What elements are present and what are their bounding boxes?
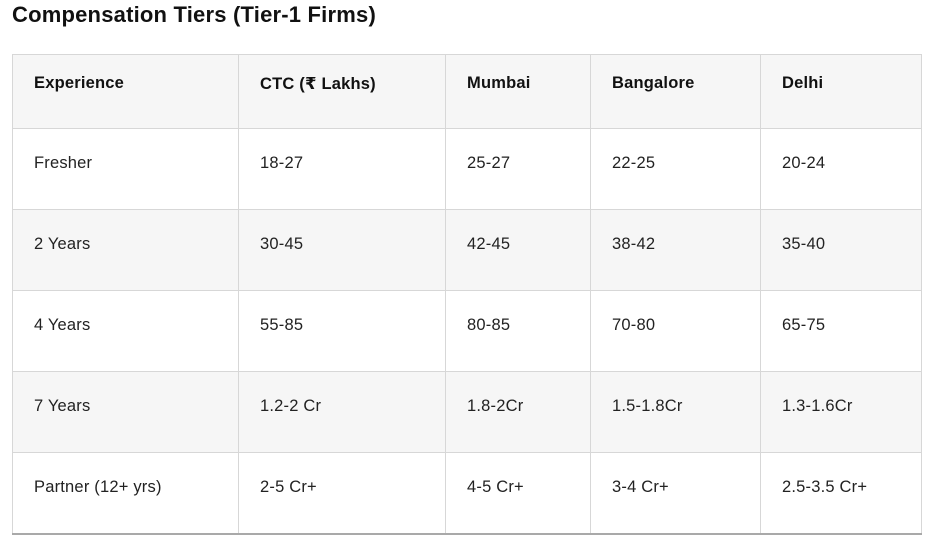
- cell-delhi: 65-75: [760, 290, 922, 372]
- column-header-bangalore: Bangalore: [590, 54, 761, 129]
- cell-mumbai: 42-45: [445, 209, 591, 291]
- cell-mumbai: 80-85: [445, 290, 591, 372]
- cell-ctc: 30-45: [238, 209, 446, 291]
- table-row: Fresher 18-27 25-27 22-25 20-24: [12, 128, 922, 210]
- cell-bangalore: 22-25: [590, 128, 761, 210]
- table-body: Fresher 18-27 25-27 22-25 20-24 2 Years …: [12, 128, 922, 534]
- cell-experience: Fresher: [12, 128, 239, 210]
- page-title: Compensation Tiers (Tier-1 Firms): [12, 2, 376, 27]
- cell-experience: 7 Years: [12, 371, 239, 453]
- cell-bangalore: 70-80: [590, 290, 761, 372]
- cell-experience: 4 Years: [12, 290, 239, 372]
- cell-mumbai: 4-5 Cr+: [445, 452, 591, 534]
- column-header-ctc: CTC (₹ Lakhs): [238, 54, 446, 129]
- cell-ctc: 1.2-2 Cr: [238, 371, 446, 453]
- cell-ctc: 18-27: [238, 128, 446, 210]
- table-row: 7 Years 1.2-2 Cr 1.8-2Cr 1.5-1.8Cr 1.3-1…: [12, 371, 922, 453]
- table-row: Partner (12+ yrs) 2-5 Cr+ 4-5 Cr+ 3-4 Cr…: [12, 452, 922, 534]
- column-header-mumbai: Mumbai: [445, 54, 591, 129]
- cell-ctc: 55-85: [238, 290, 446, 372]
- cell-delhi: 20-24: [760, 128, 922, 210]
- cell-bangalore: 38-42: [590, 209, 761, 291]
- table-row: 4 Years 55-85 80-85 70-80 65-75: [12, 290, 922, 372]
- cell-delhi: 35-40: [760, 209, 922, 291]
- column-header-experience: Experience: [12, 54, 239, 129]
- cell-ctc: 2-5 Cr+: [238, 452, 446, 534]
- header-row: Experience CTC (₹ Lakhs) Mumbai Bangalor…: [12, 54, 922, 129]
- table-row: 2 Years 30-45 42-45 38-42 35-40: [12, 209, 922, 291]
- cell-delhi: 2.5-3.5 Cr+: [760, 452, 922, 534]
- cell-mumbai: 1.8-2Cr: [445, 371, 591, 453]
- column-header-delhi: Delhi: [760, 54, 922, 129]
- cell-mumbai: 25-27: [445, 128, 591, 210]
- compensation-table: Experience CTC (₹ Lakhs) Mumbai Bangalor…: [12, 54, 922, 535]
- cell-experience: Partner (12+ yrs): [12, 452, 239, 534]
- table-header: Experience CTC (₹ Lakhs) Mumbai Bangalor…: [12, 54, 922, 129]
- cell-experience: 2 Years: [12, 209, 239, 291]
- cell-bangalore: 3-4 Cr+: [590, 452, 761, 534]
- cell-bangalore: 1.5-1.8Cr: [590, 371, 761, 453]
- cell-delhi: 1.3-1.6Cr: [760, 371, 922, 453]
